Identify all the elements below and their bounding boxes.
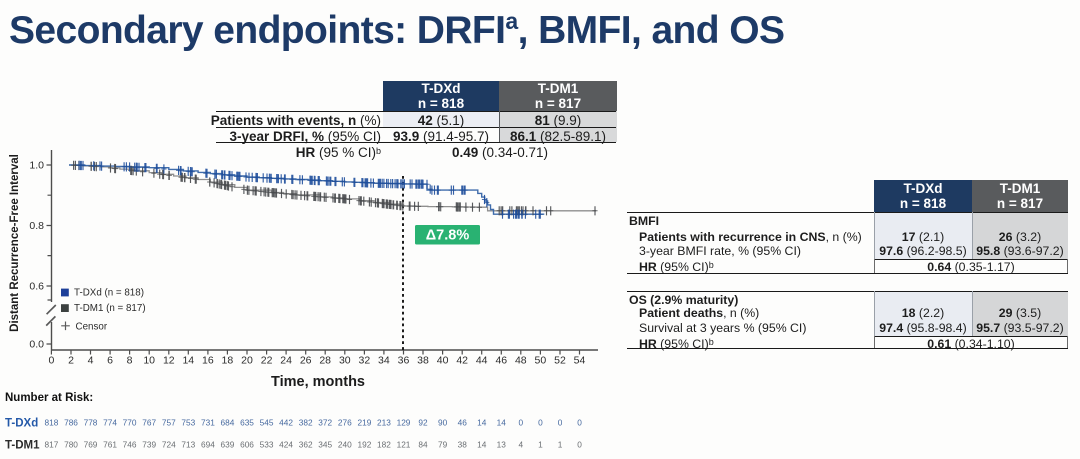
svg-text:1: 1 (558, 440, 563, 450)
svg-text:Distant Recurrence-Free Interv: Distant Recurrence-Free Interval (9, 154, 21, 332)
svg-text:382: 382 (299, 418, 313, 428)
svg-text:48: 48 (515, 355, 527, 367)
svg-text:13: 13 (497, 440, 507, 450)
svg-text:639: 639 (220, 440, 234, 450)
svg-text:14: 14 (477, 418, 487, 428)
svg-text:769: 769 (84, 440, 98, 450)
svg-text:757: 757 (162, 418, 176, 428)
svg-text:424: 424 (279, 440, 293, 450)
svg-text:786: 786 (64, 418, 78, 428)
svg-text:14: 14 (182, 355, 194, 367)
svg-text:Δ7.8%: Δ7.8% (426, 228, 470, 244)
svg-text:Number at Risk:: Number at Risk: (5, 392, 93, 404)
svg-text:694: 694 (201, 440, 215, 450)
svg-text:12: 12 (163, 355, 175, 367)
svg-text:0: 0 (558, 418, 563, 428)
svg-text:40: 40 (437, 355, 449, 367)
svg-text:533: 533 (260, 440, 274, 450)
svg-text:6: 6 (107, 355, 113, 367)
svg-text:38: 38 (458, 440, 468, 450)
svg-text:606: 606 (240, 440, 254, 450)
svg-text:46: 46 (458, 418, 468, 428)
svg-text:372: 372 (318, 418, 332, 428)
svg-text:635: 635 (240, 418, 254, 428)
svg-text:0: 0 (577, 418, 582, 428)
svg-text:46: 46 (495, 355, 507, 367)
svg-text:774: 774 (103, 418, 117, 428)
svg-text:770: 770 (123, 418, 137, 428)
svg-text:345: 345 (318, 440, 332, 450)
svg-text:713: 713 (181, 440, 195, 450)
svg-text:90: 90 (438, 418, 448, 428)
svg-text:30: 30 (339, 355, 351, 367)
svg-text:1: 1 (538, 440, 543, 450)
svg-text:442: 442 (279, 418, 293, 428)
svg-text:817: 817 (44, 440, 58, 450)
svg-text:42: 42 (456, 355, 468, 367)
svg-text:T-DXd (n = 818): T-DXd (n = 818) (74, 288, 144, 299)
svg-text:14: 14 (477, 440, 487, 450)
svg-text:16: 16 (202, 355, 214, 367)
svg-text:731: 731 (201, 418, 215, 428)
svg-text:213: 213 (377, 418, 391, 428)
svg-text:20: 20 (241, 355, 253, 367)
svg-text:0: 0 (518, 418, 523, 428)
svg-text:2: 2 (68, 355, 74, 367)
svg-text:28: 28 (319, 355, 331, 367)
svg-text:Censor: Censor (76, 322, 108, 333)
svg-text:92: 92 (418, 418, 428, 428)
svg-text:36: 36 (398, 355, 410, 367)
svg-text:780: 780 (64, 440, 78, 450)
svg-text:22: 22 (261, 355, 273, 367)
svg-text:0.0: 0.0 (29, 339, 44, 351)
svg-text:54: 54 (574, 355, 586, 367)
svg-text:818: 818 (44, 418, 58, 428)
svg-text:44: 44 (476, 355, 488, 367)
svg-text:84: 84 (418, 440, 428, 450)
svg-text:4: 4 (88, 355, 94, 367)
svg-text:129: 129 (397, 418, 411, 428)
svg-text:32: 32 (359, 355, 371, 367)
svg-text:192: 192 (357, 440, 371, 450)
svg-text:1.0: 1.0 (29, 160, 44, 172)
svg-text:4: 4 (518, 440, 523, 450)
svg-text:684: 684 (220, 418, 234, 428)
svg-text:52: 52 (554, 355, 566, 367)
svg-text:362: 362 (299, 440, 313, 450)
svg-text:26: 26 (300, 355, 312, 367)
svg-text:121: 121 (397, 440, 411, 450)
svg-text:0: 0 (48, 355, 54, 367)
svg-text:T-DM1 (n = 817): T-DM1 (n = 817) (74, 303, 146, 314)
svg-text:0.8: 0.8 (29, 220, 44, 232)
svg-text:T-DXd: T-DXd (5, 418, 38, 430)
svg-text:753: 753 (181, 418, 195, 428)
svg-text:0.6: 0.6 (29, 281, 44, 293)
svg-text:34: 34 (378, 355, 390, 367)
svg-text:0: 0 (577, 440, 582, 450)
svg-text:767: 767 (142, 418, 156, 428)
svg-text:0: 0 (538, 418, 543, 428)
svg-text:14: 14 (497, 418, 507, 428)
svg-text:79: 79 (438, 440, 448, 450)
svg-text:724: 724 (162, 440, 176, 450)
svg-text:778: 778 (84, 418, 98, 428)
svg-text:50: 50 (535, 355, 547, 367)
svg-text:18: 18 (222, 355, 234, 367)
svg-text:Time, months: Time, months (271, 374, 365, 390)
svg-text:38: 38 (417, 355, 429, 367)
svg-text:10: 10 (143, 355, 155, 367)
svg-text:24: 24 (280, 355, 292, 367)
svg-text:T-DM1: T-DM1 (5, 440, 40, 452)
svg-text:8: 8 (127, 355, 133, 367)
svg-text:746: 746 (123, 440, 137, 450)
svg-text:240: 240 (338, 440, 352, 450)
svg-text:182: 182 (377, 440, 391, 450)
svg-text:219: 219 (357, 418, 371, 428)
svg-text:545: 545 (260, 418, 274, 428)
svg-text:761: 761 (103, 440, 117, 450)
svg-text:739: 739 (142, 440, 156, 450)
svg-text:276: 276 (338, 418, 352, 428)
